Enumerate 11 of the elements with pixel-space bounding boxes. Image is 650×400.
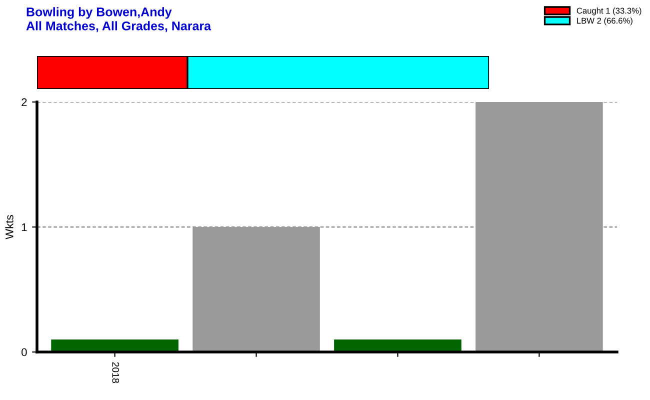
legend-label: LBW 2 (66.6%): [577, 18, 632, 26]
y-axis-title: Wkts: [5, 215, 14, 240]
legend-label: Caught 1 (33.3%): [576, 8, 642, 16]
bar: [192, 227, 320, 352]
chart-subtitle: All Matches, All Grades, Narara: [26, 21, 212, 32]
bar: [476, 102, 603, 352]
y-tick-label: 1: [22, 223, 27, 232]
y-tick-label: 2: [22, 98, 27, 106]
chart-title: Bowling by Bowen,Andy: [26, 7, 172, 19]
x-tick-label: 2018: [112, 362, 120, 383]
y-tick-label: 0: [22, 348, 27, 356]
